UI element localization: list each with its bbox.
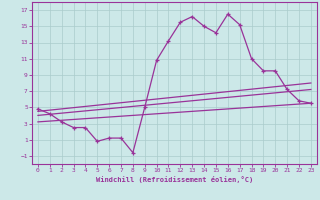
X-axis label: Windchill (Refroidissement éolien,°C): Windchill (Refroidissement éolien,°C) <box>96 176 253 183</box>
